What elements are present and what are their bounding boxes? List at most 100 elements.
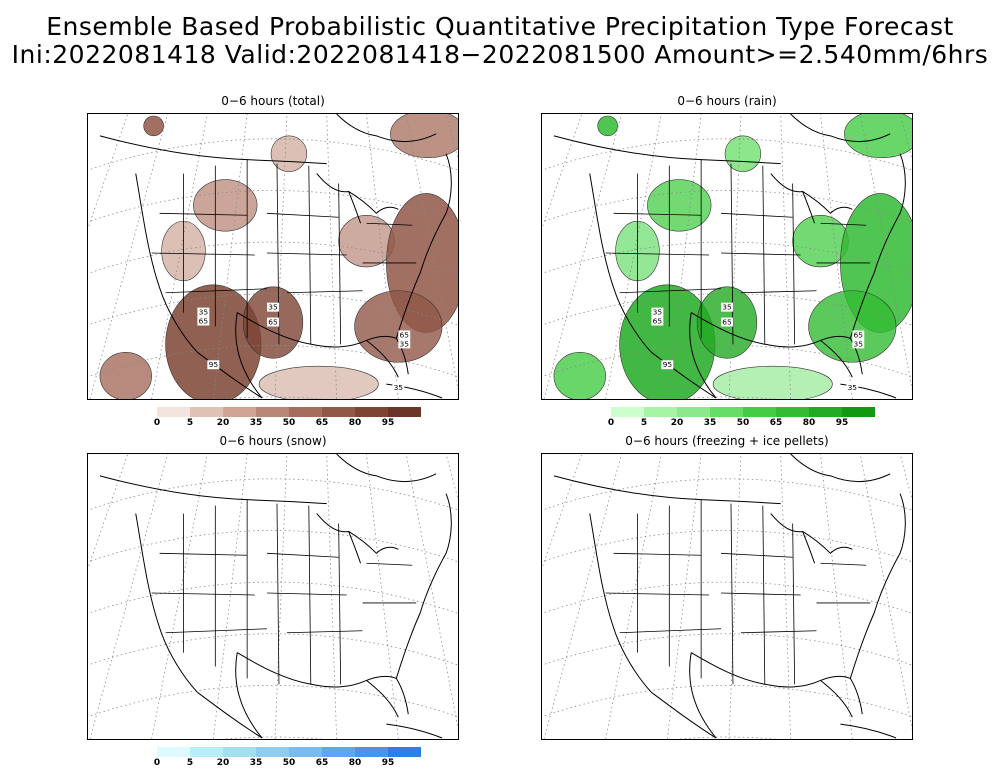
graticule-latitude-line xyxy=(88,581,458,614)
graticule-longitude-line xyxy=(543,454,622,739)
graticule-longitude-line xyxy=(274,454,288,739)
graticule-latitude-line xyxy=(542,241,912,274)
colorbar-label: 50 xyxy=(282,418,296,428)
state-boundary xyxy=(267,592,347,596)
graticule-latitude-line xyxy=(88,293,458,326)
colorbar-swatch-snow xyxy=(289,747,322,757)
colorbar-swatch-rain xyxy=(743,407,776,417)
graticule-longitude-line xyxy=(212,454,248,739)
coastline xyxy=(235,312,263,399)
colorbar-labels-total: 0 5 20 35 50 65 80 95 xyxy=(154,418,421,430)
graticule-latitude-line xyxy=(88,685,458,718)
state-boundary xyxy=(338,523,342,685)
state-boundary xyxy=(267,252,347,256)
colorbar-label: 35 xyxy=(249,418,263,428)
colorbar-label: 20 xyxy=(670,418,684,428)
contour-label-background xyxy=(661,360,674,370)
contour-label-background xyxy=(392,383,405,393)
graticule-longitude-line xyxy=(445,454,458,501)
coastline xyxy=(386,383,443,399)
graticule-longitude-line xyxy=(542,454,583,570)
coastline xyxy=(316,173,399,215)
colorbar-label: 5 xyxy=(640,418,648,428)
contour-label-background xyxy=(267,317,279,327)
coastline xyxy=(395,493,452,679)
contour-label-background xyxy=(651,316,664,326)
coastline xyxy=(348,531,361,564)
coastline xyxy=(790,454,891,483)
state-boundary xyxy=(159,212,248,216)
state-boundary xyxy=(613,552,702,556)
state-boundary xyxy=(792,523,796,685)
state-boundary xyxy=(762,505,766,685)
map-panel-freezing xyxy=(541,453,913,740)
coastline xyxy=(99,475,327,505)
colorbar-swatch-snow xyxy=(190,747,223,757)
graticule-longitude-line xyxy=(543,114,622,399)
graticule-latitude-line xyxy=(542,190,912,223)
panel-title-freezing: 0−6 hours (freezing + ice pellets) xyxy=(625,434,829,448)
coastline xyxy=(690,652,853,718)
state-boundary xyxy=(366,562,413,566)
colorbar-label: 80 xyxy=(802,418,816,428)
state-boundary xyxy=(730,163,734,345)
graticule-longitude-line xyxy=(151,114,208,399)
colorbar-swatch-snow xyxy=(256,747,289,757)
map-panel-snow xyxy=(87,453,459,740)
colorbar-swatch-total xyxy=(388,407,421,417)
colorbar-swatch-rain xyxy=(842,407,875,417)
state-boundary xyxy=(338,183,342,345)
probability-contour-area xyxy=(597,115,618,137)
coastline xyxy=(366,675,409,715)
coastline xyxy=(770,513,853,555)
state-boundary xyxy=(605,592,710,596)
probability-contour-area xyxy=(808,290,897,363)
coastline xyxy=(770,173,853,215)
probability-contour-area xyxy=(165,284,262,399)
colorbar-label: 50 xyxy=(736,418,750,428)
graticule-latitude-line xyxy=(222,396,324,399)
contour-label-background xyxy=(197,307,210,317)
graticule-latitude-line xyxy=(542,345,912,378)
graticule-longitude-line xyxy=(326,454,338,739)
coastline xyxy=(589,173,652,353)
colorbar-swatch-total xyxy=(157,407,190,417)
state-boundary xyxy=(613,212,702,216)
state-boundary xyxy=(159,552,248,556)
contour-label-background xyxy=(207,360,220,370)
colorbar-label: 95 xyxy=(835,418,849,428)
state-boundary xyxy=(740,290,817,294)
probability-contour-area xyxy=(390,114,458,158)
map-panel-rain: 35 65 35 65 95 65 35 35 xyxy=(541,113,913,400)
probability-contour-area xyxy=(712,365,833,399)
graticule-longitude-line xyxy=(88,114,129,230)
map-panel-total: 35 65 35 65 95 65 35 35 xyxy=(87,113,459,400)
graticule-latitude-line xyxy=(542,530,912,563)
colorbar-label: 95 xyxy=(381,758,395,768)
probability-contour-area xyxy=(724,135,762,172)
probability-contour-area xyxy=(143,115,164,137)
contour-label: 65 xyxy=(400,330,410,339)
panel-title-total: 0−6 hours (total) xyxy=(221,94,325,108)
graticule-longitude-line xyxy=(899,454,912,501)
coastline xyxy=(99,135,327,165)
state-boundary xyxy=(151,252,256,256)
state-boundary xyxy=(619,288,722,294)
colorbar-swatch-snow xyxy=(322,747,355,757)
contour-label: 65 xyxy=(722,318,732,327)
graticule-longitude-line xyxy=(151,454,208,739)
graticule-longitude-line xyxy=(780,114,792,399)
state-boundary xyxy=(286,630,363,634)
coastline xyxy=(802,191,815,224)
probability-contour-area xyxy=(844,114,912,158)
colorbar-label: 65 xyxy=(315,418,329,428)
contour-label-background xyxy=(398,339,411,349)
colorbar-swatch-total xyxy=(190,407,223,417)
state-boundary xyxy=(820,222,867,226)
coastline xyxy=(840,723,897,739)
contour-label: 35 xyxy=(394,383,404,392)
probability-contour-area xyxy=(792,214,849,268)
state-boundary xyxy=(619,628,722,634)
colorbar-label: 20 xyxy=(216,758,230,768)
